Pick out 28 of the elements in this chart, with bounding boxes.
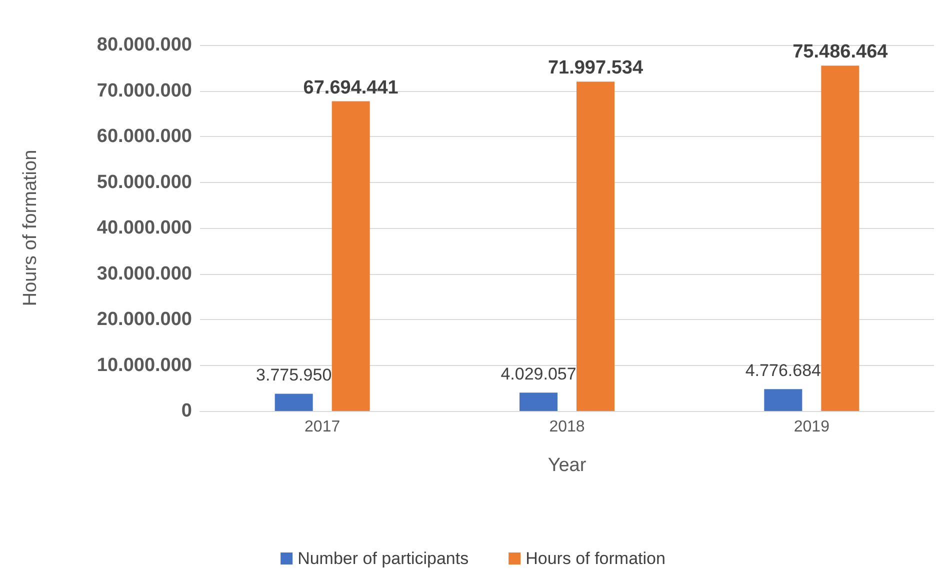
y-axis-title: Hours of formation — [20, 150, 41, 306]
y-tick-label: 0 — [181, 400, 192, 422]
y-tick-label: 80.000.000 — [96, 34, 192, 56]
y-tick-label: 50.000.000 — [96, 172, 192, 193]
x-tick-label: 2018 — [549, 418, 585, 436]
x-tick-label: 2019 — [794, 418, 830, 436]
data-label: 71.997.534 — [548, 58, 644, 79]
bar — [332, 101, 370, 411]
data-label: 4.776.684 — [745, 361, 821, 380]
data-label: 75.486.464 — [792, 42, 888, 63]
bar — [520, 392, 558, 411]
legend-label: Number of participants — [298, 549, 469, 568]
bar — [274, 394, 313, 411]
legend-label: Hours of formation — [526, 549, 666, 568]
data-label: 67.694.441 — [303, 77, 399, 98]
y-tick-label: 70.000.000 — [96, 80, 192, 102]
y-tick-label: 20.000.000 — [96, 309, 192, 330]
bar — [764, 389, 802, 411]
y-tick-label: 10.000.000 — [96, 354, 192, 376]
bar — [576, 82, 614, 411]
y-tick-label: 40.000.000 — [96, 218, 192, 238]
x-tick-label: 2017 — [304, 418, 340, 436]
y-tick-label: 60.000.000 — [96, 126, 192, 147]
y-tick-label: 30.000.000 — [96, 263, 192, 284]
bar — [821, 66, 860, 411]
x-axis-title: Year — [548, 455, 587, 476]
data-label: 3.775.950 — [256, 366, 332, 385]
data-label: 4.029.057 — [500, 364, 576, 384]
